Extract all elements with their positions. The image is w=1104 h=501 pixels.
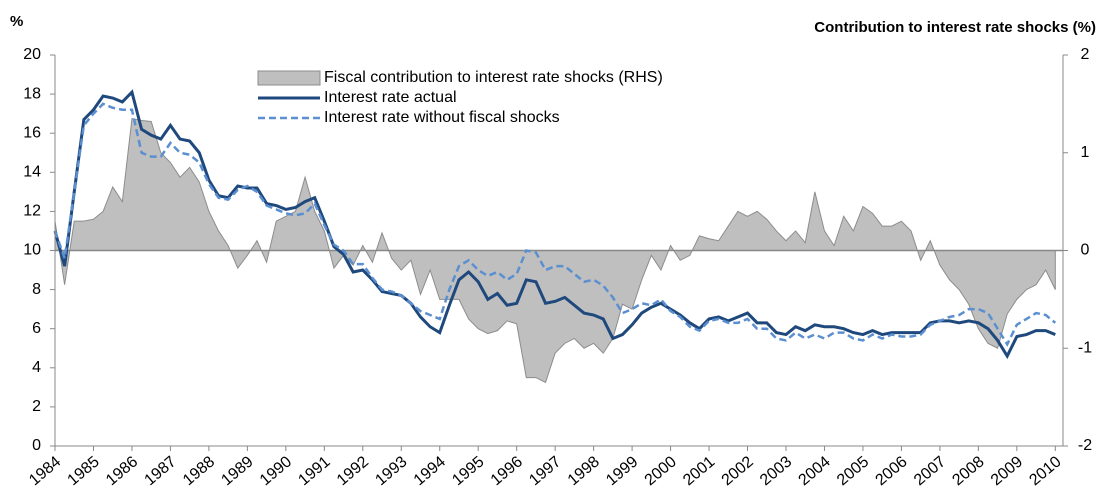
y-tick-label: 14	[23, 164, 41, 181]
y-tick-label: 12	[23, 203, 41, 220]
x-tick-label: 2005	[834, 453, 872, 489]
legend-swatch	[257, 70, 321, 86]
line	[53, 102, 1057, 347]
x-tick-label: 1999	[603, 453, 641, 489]
y-tick-label: 2	[32, 398, 41, 415]
y-tick-label: 20	[23, 46, 41, 63]
x-tick-label: 1990	[257, 453, 295, 489]
y2-tick-label: -1	[1078, 339, 1092, 356]
line	[53, 89, 1056, 360]
y-tick-label: 8	[32, 281, 41, 298]
y2-tick-label: 2	[1081, 46, 1090, 63]
y-axis-label: %	[10, 13, 23, 30]
y2-tick-label: -2	[1078, 437, 1092, 454]
x-tick-label: 2008	[949, 453, 987, 489]
x-tick-label: 1991	[295, 453, 333, 489]
x-tick-label: 2001	[680, 453, 718, 489]
x-tick-label: 1989	[218, 453, 256, 489]
x-tick-label: 2006	[873, 453, 911, 489]
x-tick-label: 1998	[565, 453, 603, 489]
x-tick-label: 1988	[180, 453, 218, 489]
x-tick-label: 1995	[449, 453, 487, 489]
y2-tick-label: 1	[1081, 144, 1090, 161]
y-tick-label: 10	[23, 242, 41, 259]
area	[54, 117, 1056, 384]
x-tick-label: 2003	[757, 453, 795, 489]
x-tick-label: 2002	[719, 453, 757, 489]
x-tick-label: 2010	[1026, 453, 1064, 489]
y-tick-label: 18	[23, 85, 41, 102]
legend-label: Interest rate without fiscal shocks	[324, 109, 560, 126]
legend-label: Fiscal contribution to interest rate sho…	[324, 69, 663, 86]
y2-axis-label: Contribution to interest rate shocks (%)	[814, 19, 1096, 36]
x-tick-label: 1996	[488, 453, 526, 489]
x-tick-label: 1984	[26, 453, 64, 489]
x-tick-label: 1993	[372, 453, 410, 489]
x-tick-label: 2000	[642, 453, 680, 489]
y-tick-label: 16	[23, 124, 41, 141]
x-tick-label: 1997	[526, 453, 564, 489]
y-tick-label: 6	[32, 320, 41, 337]
x-tick-label: 1986	[103, 453, 141, 489]
x-tick-label: 2009	[988, 453, 1026, 489]
x-tick-label: 1987	[142, 453, 180, 489]
x-tick-label: 2007	[911, 453, 949, 489]
x-tick-label: 1985	[65, 453, 103, 489]
legend-label: Interest rate actual	[324, 89, 457, 106]
x-tick-label: 2004	[796, 453, 834, 489]
y-tick-label: 4	[32, 359, 41, 376]
y2-tick-label: 0	[1081, 242, 1090, 259]
x-tick-label: 1994	[411, 453, 449, 489]
y-tick-label: 0	[32, 437, 41, 454]
x-tick-label: 1992	[334, 453, 372, 489]
